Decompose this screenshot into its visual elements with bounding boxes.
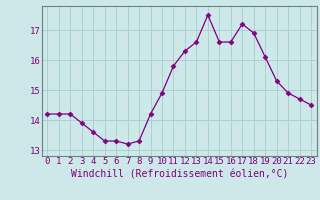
X-axis label: Windchill (Refroidissement éolien,°C): Windchill (Refroidissement éolien,°C) [70,169,288,179]
